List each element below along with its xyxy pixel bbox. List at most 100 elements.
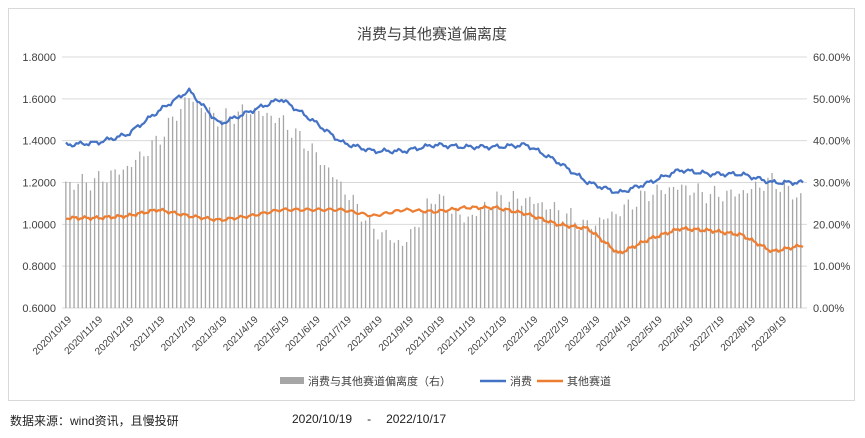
- deviation-bar: [393, 242, 395, 308]
- deviation-bar: [336, 179, 338, 308]
- deviation-bar: [192, 101, 194, 308]
- deviation-bar: [422, 211, 424, 308]
- deviation-bar: [574, 222, 576, 308]
- deviation-bar: [188, 98, 190, 308]
- deviation-bar: [800, 193, 802, 308]
- deviation-bar: [102, 181, 104, 308]
- deviation-bar: [796, 197, 798, 308]
- deviation-bar: [217, 126, 219, 309]
- right-axis-tick: 60.00%: [813, 52, 851, 64]
- deviation-bar: [303, 148, 305, 308]
- deviation-bar: [245, 113, 248, 309]
- deviation-bar: [607, 218, 609, 308]
- deviation-bar: [676, 189, 679, 308]
- deviation-bar: [763, 190, 765, 308]
- deviation-bar: [672, 186, 675, 308]
- left-axis-tick: 1.0000: [22, 219, 56, 231]
- deviation-bar: [479, 207, 482, 308]
- deviation-bar: [114, 169, 116, 308]
- deviation-bar: [492, 206, 494, 308]
- deviation-bar: [709, 194, 712, 308]
- deviation-bar: [681, 184, 683, 308]
- deviation-bar: [352, 194, 354, 308]
- range-start: 2020/10/19: [292, 412, 353, 426]
- left-axis-tick: 0.6000: [22, 303, 56, 315]
- deviation-bar: [151, 140, 153, 308]
- deviation-bar: [221, 120, 223, 308]
- deviation-bar: [364, 220, 367, 308]
- deviation-bar: [586, 220, 588, 308]
- deviation-bar: [426, 198, 428, 308]
- deviation-bar: [184, 97, 186, 308]
- deviation-bar: [299, 130, 301, 308]
- deviation-bar: [471, 214, 473, 308]
- deviation-bar: [562, 221, 564, 308]
- deviation-bar: [537, 203, 539, 308]
- right-axis-tick: 50.00%: [813, 94, 851, 106]
- deviation-bar: [475, 216, 478, 308]
- deviation-bar: [652, 194, 654, 308]
- deviation-bar: [750, 189, 753, 308]
- deviation-bar: [455, 207, 457, 308]
- right-axis-tick: 0.00%: [813, 303, 844, 315]
- deviation-bar: [697, 183, 699, 308]
- deviation-bar: [81, 173, 83, 308]
- other-sectors-line: [65, 204, 804, 255]
- deviation-bar: [644, 191, 646, 308]
- footer: 数据来源：wind资讯，且慢投研 2020/10/19-2022/10/17: [10, 412, 446, 429]
- deviation-bar: [771, 173, 773, 308]
- deviation-bar: [767, 177, 769, 308]
- deviation-bar: [360, 221, 363, 308]
- deviation-bar: [69, 181, 71, 308]
- deviation-bar: [648, 201, 650, 308]
- deviation-bar: [434, 204, 437, 308]
- legend-label-other: 其他赛道: [567, 374, 611, 388]
- deviation-bar: [488, 209, 490, 308]
- deviation-bar: [410, 229, 412, 308]
- deviation-bar: [603, 219, 605, 308]
- deviation-bar: [566, 213, 568, 308]
- right-axis-tick: 30.00%: [813, 178, 851, 190]
- deviation-bar: [783, 180, 786, 308]
- chart: 消费与其他赛道偏离度 0.6000 0.8000 1.0000 1.2000 1.400…: [22, 26, 851, 388]
- deviation-bar: [159, 144, 161, 308]
- deviation-bar: [541, 202, 543, 308]
- deviation-bar: [451, 213, 453, 308]
- deviation-bar: [65, 181, 67, 308]
- deviation-bar: [130, 167, 133, 308]
- deviation-bar: [598, 217, 601, 308]
- deviation-bar: [356, 203, 359, 308]
- deviation-bar: [229, 116, 231, 309]
- deviation-bar: [93, 178, 96, 308]
- deviation-bar: [726, 190, 728, 308]
- deviation-bar: [525, 198, 527, 308]
- deviation-bar: [640, 190, 642, 308]
- deviation-bar: [204, 112, 207, 309]
- deviation-bar: [512, 190, 515, 308]
- deviation-bar: [582, 219, 584, 308]
- left-axis-tick: 0.8000: [22, 261, 56, 273]
- deviation-bar: [315, 152, 317, 308]
- deviation-bar: [635, 206, 638, 308]
- deviation-bar: [385, 229, 387, 308]
- right-axis-tick: 20.00%: [813, 219, 851, 231]
- deviation-bar: [237, 111, 239, 308]
- deviation-bar: [504, 207, 506, 308]
- deviation-bar: [656, 184, 658, 308]
- deviation-bar: [332, 177, 334, 308]
- range-end: 2022/10/17: [386, 412, 447, 426]
- left-axis-tick: 1.6000: [22, 94, 56, 106]
- deviation-bar: [405, 242, 408, 308]
- deviation-bar: [738, 193, 740, 308]
- deviation-bar: [545, 209, 547, 308]
- right-axis-tick: 10.00%: [813, 261, 851, 273]
- deviation-bar: [134, 159, 137, 308]
- range-separator: -: [367, 412, 372, 426]
- deviation-bar: [631, 209, 634, 308]
- deviation-bar: [307, 150, 309, 308]
- deviation-bar: [578, 229, 580, 308]
- deviation-bar: [85, 182, 88, 308]
- deviation-bar: [549, 209, 551, 308]
- deviation-bar: [463, 222, 465, 308]
- deviation-bar: [319, 164, 322, 308]
